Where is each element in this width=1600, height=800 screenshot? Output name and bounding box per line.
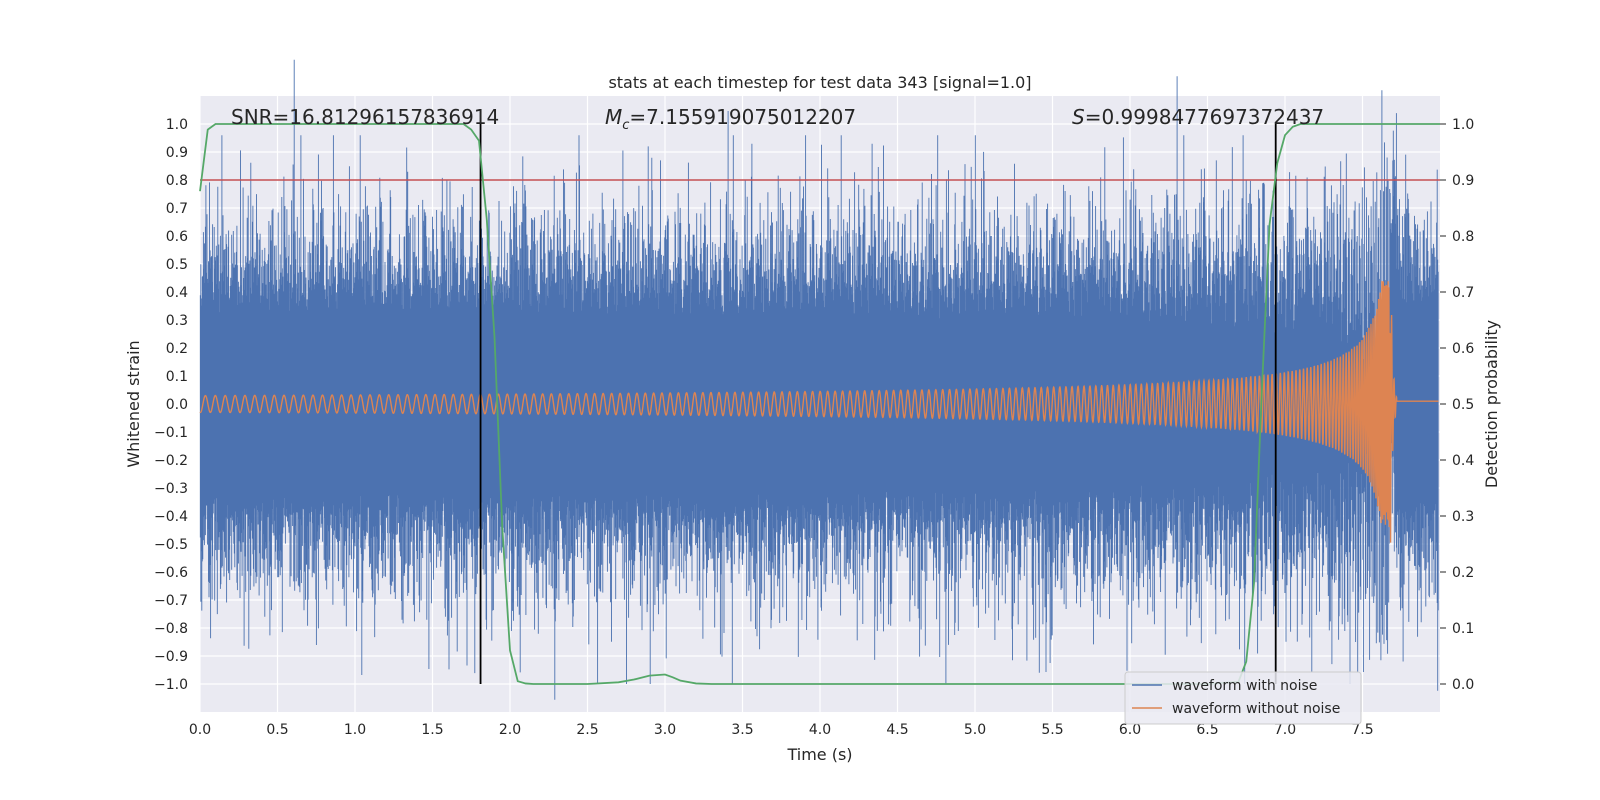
x-tick-label: 1.0	[344, 722, 366, 738]
y-tick-label: 0.5	[166, 257, 188, 273]
x-tick-label: 4.5	[886, 722, 908, 738]
x-tick-label: 7.0	[1274, 722, 1296, 738]
y2-tick-label: 1.0	[1452, 117, 1474, 133]
legend-box	[1124, 671, 1362, 725]
legend-label-clean: waveform without noise	[1172, 701, 1340, 717]
y2-tick-label: 0.6	[1452, 341, 1474, 357]
series-detection-probability	[199, 123, 1440, 685]
y-tick-label: 0.6	[166, 229, 188, 245]
y2-tick-label: 0.9	[1452, 173, 1474, 189]
y2-tick-label: 0.8	[1452, 229, 1474, 245]
y2-tick-label: 0.4	[1452, 453, 1474, 469]
legend: waveform with noise waveform without noi…	[1124, 671, 1362, 725]
snr-annotation: SNR=16.81296157836914	[231, 105, 499, 129]
y-tick-label: −0.8	[154, 621, 188, 637]
score-symbol: S	[1072, 105, 1085, 129]
y2-tick-label: 0.5	[1452, 397, 1474, 413]
chirp-mass-symbol: M	[605, 105, 622, 129]
y-tick-label: −0.2	[154, 453, 188, 469]
chirp-mass-annotation: Mc=7.155919075012207	[605, 105, 856, 133]
score-value: =0.9998477697372437	[1085, 105, 1324, 129]
chirp-mass-subscript: c	[622, 118, 629, 133]
y-tick-label: 1.0	[166, 117, 188, 133]
clean-waveform-trace	[199, 280, 1439, 543]
y2-tick-label: 0.1	[1452, 621, 1474, 637]
chart-title: stats at each timestep for test data 343…	[608, 73, 1031, 92]
y-tick-label: 0.7	[166, 201, 188, 217]
x-tick-label: 2.5	[576, 722, 598, 738]
y-tick-label: −0.6	[154, 565, 188, 581]
y-tick-label: 0.8	[166, 173, 188, 189]
y2-tick-label: 0.0	[1452, 677, 1474, 693]
y-axis-ticks: 1.0 0.9 0.8 0.7 0.6 0.5 0.4 0.3 0.2 0.1 0.0 −0.1 −0.…	[154, 117, 188, 693]
y-tick-label: −0.5	[154, 537, 188, 553]
y2-tick-label: 0.7	[1452, 285, 1474, 301]
y-tick-label: −0.4	[154, 509, 188, 525]
score-annotation: S=0.9998477697372437	[1072, 105, 1324, 129]
x-tick-label: 2.0	[499, 722, 521, 738]
x-axis-ticks: 0.0 0.5 1.0 1.5 2.0 2.5 3.0 3.5 4.0 4.5 5.0 5.5 6.0 6…	[189, 722, 1374, 738]
y-tick-label: 0.0	[166, 397, 188, 413]
series-waveform-without-noise	[199, 280, 1439, 543]
probability-trace	[199, 123, 1440, 685]
y-tick-label: 0.3	[166, 313, 188, 329]
legend-label-noise: waveform with noise	[1172, 678, 1317, 694]
y-axis-label: Whitened strain	[124, 340, 143, 467]
x-tick-label: 0.5	[266, 722, 288, 738]
x-tick-label: 4.0	[809, 722, 831, 738]
y-tick-label: −0.3	[154, 481, 188, 497]
x-tick-label: 1.5	[421, 722, 443, 738]
x-tick-label: 6.5	[1196, 722, 1218, 738]
y-tick-label: 0.4	[166, 285, 188, 301]
y-tick-label: −0.1	[154, 425, 188, 441]
x-axis-label: Time (s)	[786, 745, 852, 764]
y2-tick-label: 0.2	[1452, 565, 1474, 581]
y-tick-label: −0.7	[154, 593, 188, 609]
x-tick-label: 7.5	[1351, 722, 1373, 738]
overlay-lines	[200, 124, 1440, 684]
y-tick-label: −1.0	[154, 677, 188, 693]
y2-axis-label: Detection probability	[1482, 320, 1501, 488]
y-tick-label: 0.1	[166, 369, 188, 385]
x-tick-label: 5.5	[1041, 722, 1063, 738]
x-tick-label: 6.0	[1119, 722, 1141, 738]
x-tick-label: 5.0	[964, 722, 986, 738]
x-tick-label: 0.0	[189, 722, 211, 738]
x-tick-label: 3.0	[654, 722, 676, 738]
x-tick-label: 3.5	[731, 722, 753, 738]
y-tick-label: 0.2	[166, 341, 188, 357]
y-tick-label: 0.9	[166, 145, 188, 161]
y2-axis-ticks: 1.0 0.9 0.8 0.7 0.6 0.5 0.4 0.3 0.2 0.1 0.0	[1440, 117, 1474, 693]
y2-tick-label: 0.3	[1452, 509, 1474, 525]
y-tick-label: −0.9	[154, 649, 188, 665]
chirp-mass-value: =7.155919075012207	[629, 105, 856, 129]
